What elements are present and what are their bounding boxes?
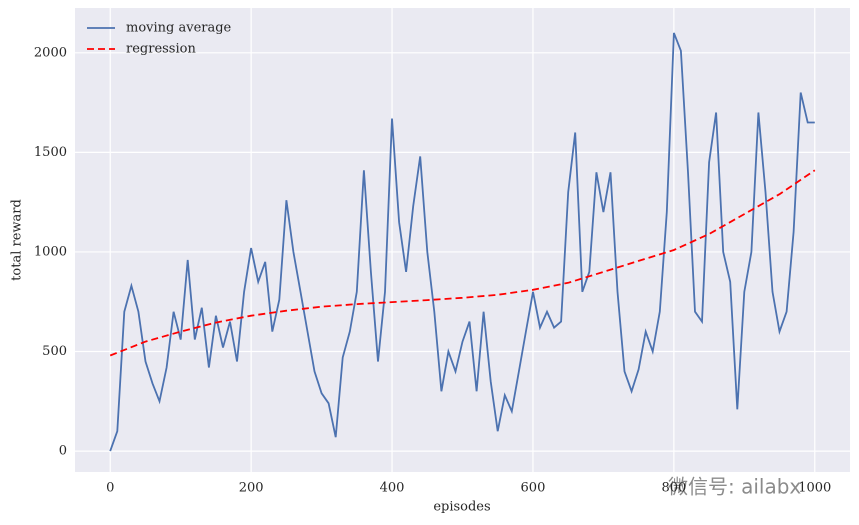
- x-tick-label: 0: [106, 481, 114, 496]
- watermark: 微信号: ailabx: [668, 475, 801, 499]
- y-tick-label: 500: [42, 344, 67, 359]
- y-axis-label: total reward: [10, 199, 25, 281]
- x-axis-label: episodes: [433, 500, 490, 515]
- x-tick-label: 600: [521, 481, 546, 496]
- series-line: [109, 32, 815, 452]
- y-tick-label: 1500: [34, 145, 67, 160]
- legend-label: moving average: [126, 21, 232, 36]
- x-tick-label: 1000: [798, 481, 831, 496]
- lines: [109, 32, 816, 452]
- x-tick-label: 400: [380, 481, 405, 496]
- legend-label: regression: [126, 42, 196, 57]
- x-tick-label: 200: [239, 481, 264, 496]
- plot-area: [75, 8, 850, 472]
- legend: moving average regression: [87, 21, 232, 57]
- y-tick-label: 0: [59, 444, 67, 459]
- y-tick-label: 2000: [34, 45, 67, 60]
- grid: [75, 8, 850, 472]
- series-line: [109, 169, 816, 357]
- x-tick-label: 800: [661, 481, 686, 496]
- y-tick-label: 1000: [34, 244, 67, 259]
